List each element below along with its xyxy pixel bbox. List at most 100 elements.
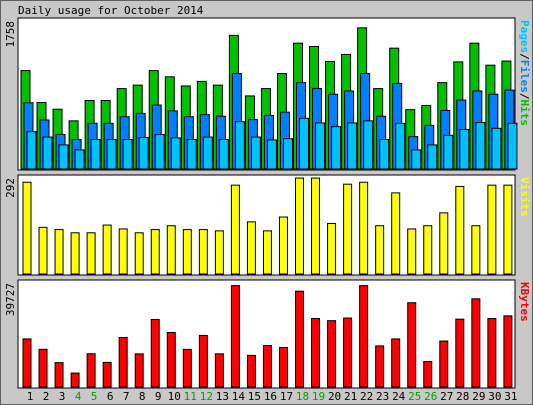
visits-bar-visits-9 bbox=[150, 229, 160, 275]
visits-bar-visits-6 bbox=[102, 224, 112, 275]
kbytes-bar-kbytes-21 bbox=[343, 317, 353, 388]
visits-bar-visits-10 bbox=[166, 225, 176, 275]
visits-bar-visits-5 bbox=[86, 232, 96, 275]
day-tick-label: 7 bbox=[123, 390, 130, 403]
kbytes-bar-kbytes-4 bbox=[70, 372, 80, 388]
kbytes-bar-kbytes-1 bbox=[22, 338, 32, 388]
pages-files-hits-right-label-part: Pages bbox=[518, 20, 531, 53]
visits-bar-visits-14 bbox=[230, 184, 240, 275]
kbytes-bar-kbytes-19 bbox=[311, 318, 321, 388]
visits-bar-visits-25 bbox=[407, 228, 417, 275]
pages-files-hits-bar-pages-27 bbox=[443, 134, 454, 170]
kbytes-ymax-label: 39727 bbox=[4, 283, 17, 316]
pages-files-hits-bar-pages-28 bbox=[459, 129, 470, 170]
pages-files-hits-bar-pages-16 bbox=[266, 139, 277, 170]
day-tick-label: 9 bbox=[155, 390, 162, 403]
pages-files-hits-bar-pages-29 bbox=[475, 121, 486, 170]
day-tick-label: 11 bbox=[184, 390, 197, 403]
day-tick-label: 22 bbox=[360, 390, 373, 403]
day-tick-label: 20 bbox=[328, 390, 341, 403]
visits-bar-visits-13 bbox=[214, 230, 224, 275]
visits-right-label: Visits bbox=[518, 177, 531, 217]
visits-right-label-part: Visits bbox=[518, 177, 531, 217]
pages-files-hits-bar-pages-2 bbox=[42, 136, 53, 170]
visits-bar-visits-31 bbox=[503, 184, 513, 275]
visits-bar-visits-18 bbox=[295, 177, 305, 275]
kbytes-bar-kbytes-23 bbox=[375, 345, 385, 388]
visits-bar-visits-4 bbox=[70, 232, 80, 275]
visits-bar-visits-20 bbox=[327, 222, 337, 275]
kbytes-bar-kbytes-6 bbox=[102, 361, 112, 388]
day-tick-label: 24 bbox=[392, 390, 406, 403]
kbytes-bar-kbytes-28 bbox=[455, 318, 465, 388]
visits-bar-visits-27 bbox=[439, 212, 449, 275]
day-tick-label: 30 bbox=[488, 390, 501, 403]
kbytes-bar-kbytes-30 bbox=[487, 318, 497, 388]
pages-files-hits-right-label-part: / bbox=[518, 53, 531, 60]
kbytes-bar-kbytes-10 bbox=[166, 331, 176, 388]
kbytes-bar-kbytes-13 bbox=[214, 353, 224, 388]
pages-files-hits-right-label: Pages/Files/Hits bbox=[518, 20, 531, 126]
kbytes-bar-kbytes-25 bbox=[407, 302, 417, 388]
day-tick-label: 8 bbox=[139, 390, 146, 403]
visits-bar-visits-26 bbox=[423, 225, 433, 275]
day-tick-label: 2 bbox=[43, 390, 50, 403]
visits-ymax-label: 292 bbox=[4, 178, 17, 198]
visits-bar-visits-22 bbox=[359, 181, 369, 275]
visits-bar-visits-2 bbox=[38, 226, 48, 275]
visits-bar-visits-21 bbox=[343, 183, 353, 275]
pages-files-hits-bar-pages-14 bbox=[234, 121, 245, 170]
pages-files-hits-bar-pages-5 bbox=[90, 139, 101, 170]
kbytes-bar-kbytes-7 bbox=[118, 337, 128, 388]
day-tick-label: 15 bbox=[248, 390, 261, 403]
visits-bar-visits-24 bbox=[391, 192, 401, 275]
pages-files-hits-bar-pages-6 bbox=[106, 139, 117, 170]
pages-files-hits-bar-pages-20 bbox=[331, 126, 342, 170]
pages-files-hits-bar-pages-9 bbox=[154, 134, 165, 170]
visits-bar-visits-19 bbox=[311, 177, 321, 275]
pages-files-hits-bar-pages-15 bbox=[250, 136, 261, 170]
pages-files-hits-bar-pages-25 bbox=[411, 149, 422, 170]
day-tick-label: 14 bbox=[232, 390, 246, 403]
visits-bar-visits-17 bbox=[278, 216, 288, 275]
day-tick-label: 3 bbox=[59, 390, 66, 403]
kbytes-bar-kbytes-5 bbox=[86, 353, 96, 388]
visits-bar-visits-8 bbox=[134, 232, 144, 275]
kbytes-bar-kbytes-8 bbox=[134, 353, 144, 388]
day-tick-label: 21 bbox=[344, 390, 357, 403]
pages-files-hits-bar-pages-12 bbox=[202, 136, 213, 170]
visits-bar-visits-3 bbox=[54, 229, 64, 275]
pages-files-hits-right-label-part: / bbox=[518, 93, 531, 100]
pages-files-hits-bar-pages-1 bbox=[26, 131, 37, 170]
visits-bar-visits-23 bbox=[375, 225, 385, 275]
day-tick-label: 13 bbox=[216, 390, 229, 403]
chart-title: Daily usage for October 2014 bbox=[18, 4, 204, 17]
visits-bar-visits-1 bbox=[22, 181, 32, 275]
pages-files-hits-bar-pages-23 bbox=[379, 139, 390, 170]
day-tick-label: 25 bbox=[408, 390, 421, 403]
kbytes-bar-kbytes-27 bbox=[439, 340, 449, 388]
pages-files-hits-bar-pages-18 bbox=[299, 117, 310, 170]
visits-bar-visits-11 bbox=[182, 229, 192, 275]
day-tick-label: 28 bbox=[456, 390, 469, 403]
kbytes-right-label: KBytes bbox=[518, 282, 531, 322]
kbytes-bar-kbytes-22 bbox=[359, 285, 369, 388]
visits-bar-visits-16 bbox=[262, 230, 272, 275]
visits-bar-visits-30 bbox=[487, 184, 497, 275]
pages-files-hits-bar-pages-30 bbox=[491, 127, 502, 170]
kbytes-bar-kbytes-24 bbox=[391, 338, 401, 388]
day-tick-label: 17 bbox=[280, 390, 293, 403]
pages-files-hits-bar-pages-4 bbox=[74, 149, 85, 170]
pages-files-hits-bar-pages-3 bbox=[58, 144, 69, 170]
kbytes-bar-kbytes-31 bbox=[503, 315, 513, 388]
day-tick-label: 10 bbox=[168, 390, 181, 403]
pages-files-hits-bar-pages-31 bbox=[507, 122, 518, 170]
kbytes-bar-kbytes-2 bbox=[38, 348, 48, 388]
kbytes-bar-kbytes-18 bbox=[295, 290, 305, 388]
kbytes-bar-kbytes-9 bbox=[150, 318, 160, 388]
pages-files-hits-ymax-label: 1758 bbox=[4, 21, 17, 48]
pages-files-hits-bar-pages-13 bbox=[218, 139, 229, 170]
pages-files-hits-bar-pages-11 bbox=[186, 139, 197, 170]
